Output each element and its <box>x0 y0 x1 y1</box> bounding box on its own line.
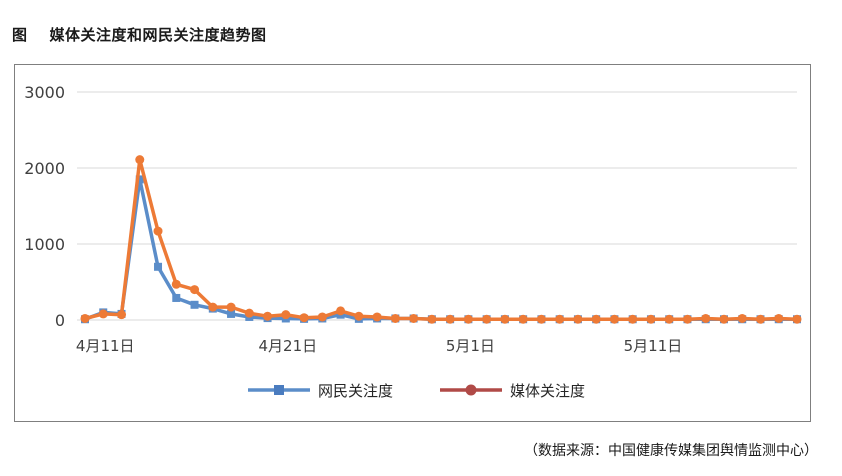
data-point <box>390 313 400 323</box>
data-point <box>135 155 145 165</box>
data-point <box>227 309 236 318</box>
data-point <box>172 293 181 302</box>
data-point <box>682 314 692 324</box>
data-point <box>445 314 455 324</box>
data-point <box>701 313 711 323</box>
data-point <box>117 310 127 320</box>
series-line-1 <box>84 157 798 321</box>
data-point <box>463 314 473 324</box>
y-tick-label: 0 <box>55 311 65 330</box>
data-point <box>190 285 200 295</box>
data-point <box>719 314 729 324</box>
data-point <box>372 312 382 322</box>
data-point <box>609 314 619 324</box>
data-point <box>427 314 437 324</box>
x-tick-label: 4月11日 <box>76 337 135 355</box>
data-point <box>281 310 291 320</box>
data-point <box>518 314 528 324</box>
data-point <box>153 226 163 236</box>
data-point <box>208 302 218 312</box>
data-point <box>299 313 309 323</box>
y-tick-label: 3000 <box>24 83 65 102</box>
data-point <box>317 312 327 322</box>
data-point <box>135 175 144 184</box>
data-point <box>646 314 656 324</box>
data-point <box>244 308 254 318</box>
figure-title-text: 媒体关注度和网民关注度趋势图 <box>49 26 267 44</box>
data-point <box>354 311 364 321</box>
data-point <box>226 302 236 312</box>
chart-frame: 0 1000 2000 3000 4月11日 4月21日 5月1日 5月11日网民关注度 媒体关… <box>14 64 811 422</box>
data-point <box>98 309 108 319</box>
figure-label: 图 <box>12 26 28 44</box>
data-point <box>591 314 601 324</box>
data-point <box>80 313 90 323</box>
data-point <box>536 314 546 324</box>
data-point <box>573 314 583 324</box>
data-point <box>755 314 765 324</box>
data-point <box>737 313 747 323</box>
series-line-0 <box>84 177 797 321</box>
data-point <box>628 314 638 324</box>
legend-label: 媒体关注度 <box>510 382 585 400</box>
data-point <box>482 314 492 324</box>
legend-marker <box>274 385 284 395</box>
data-point <box>263 311 273 321</box>
y-tick-label: 2000 <box>24 159 65 178</box>
data-point <box>555 314 565 324</box>
y-tick-label: 1000 <box>24 235 65 254</box>
data-point <box>500 314 510 324</box>
data-point <box>792 314 802 324</box>
data-point <box>154 262 163 271</box>
data-point <box>664 314 674 324</box>
data-point <box>336 306 346 316</box>
x-tick-label: 4月21日 <box>259 337 318 355</box>
data-point <box>409 313 419 323</box>
x-tick-label: 5月11日 <box>624 337 683 355</box>
data-point <box>774 313 784 323</box>
data-point <box>190 300 199 309</box>
data-source-note: （数据来源：中国健康传媒集团舆情监测中心） <box>524 443 818 459</box>
data-point <box>171 279 181 289</box>
legend-label: 网民关注度 <box>318 382 393 400</box>
x-tick-label: 5月1日 <box>446 337 495 355</box>
legend-marker <box>465 384 477 396</box>
figure-title: 图 媒体关注度和网民关注度趋势图 <box>12 24 267 45</box>
